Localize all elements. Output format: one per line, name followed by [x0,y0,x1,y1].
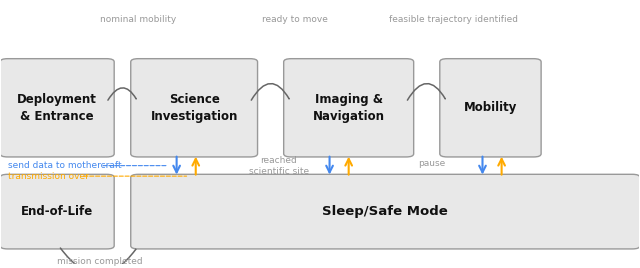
FancyBboxPatch shape [284,59,413,157]
Text: Imaging &
Navigation: Imaging & Navigation [313,93,385,123]
Text: send data to mothercraft: send data to mothercraft [8,161,122,170]
Text: pause: pause [418,158,445,168]
Text: Deployment
& Entrance: Deployment & Entrance [17,93,97,123]
Text: transmission over: transmission over [8,172,88,181]
Text: reached
scientific site: reached scientific site [248,156,308,176]
FancyBboxPatch shape [131,59,257,157]
FancyBboxPatch shape [131,174,640,249]
FancyBboxPatch shape [0,59,114,157]
Text: feasible trajectory identified: feasible trajectory identified [389,15,518,24]
FancyBboxPatch shape [440,59,541,157]
Text: nominal mobility: nominal mobility [100,15,177,24]
Text: Sleep/Safe Mode: Sleep/Safe Mode [323,205,448,218]
Text: mission completed: mission completed [58,257,143,266]
FancyArrowPatch shape [252,84,289,100]
FancyBboxPatch shape [0,174,114,249]
Text: End-of-Life: End-of-Life [21,205,93,218]
FancyArrowPatch shape [60,248,136,268]
FancyArrowPatch shape [108,88,136,100]
FancyArrowPatch shape [408,84,445,100]
Text: Mobility: Mobility [464,101,517,114]
Text: ready to move: ready to move [262,15,328,24]
Text: Science
Investigation: Science Investigation [150,93,238,123]
